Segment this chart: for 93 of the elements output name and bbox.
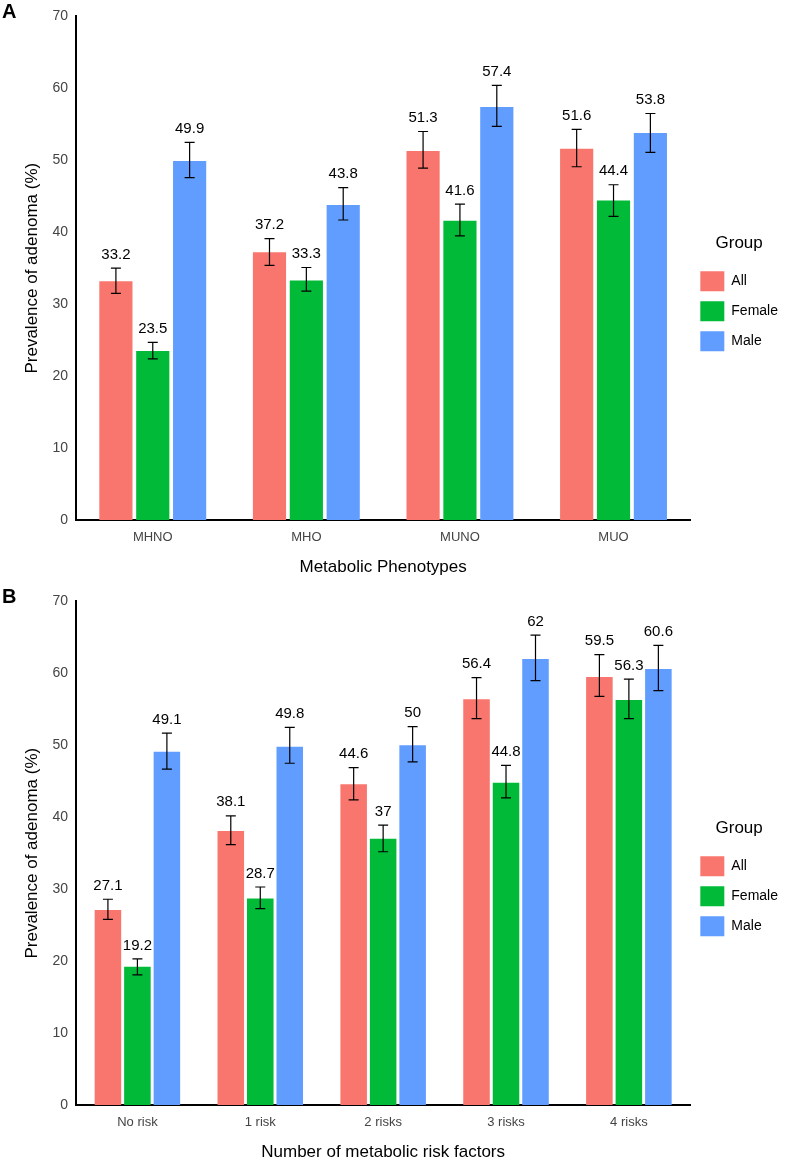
bar	[596, 200, 631, 520]
bar	[586, 676, 613, 1105]
data-label: 62	[527, 611, 544, 629]
y-tick-label: 70	[52, 7, 69, 24]
data-label: 37	[374, 801, 392, 819]
bar	[443, 220, 477, 520]
data-label: 19.2	[122, 935, 153, 953]
y-tick-label: 0	[60, 1095, 69, 1112]
y-tick-label: 30	[52, 880, 69, 897]
data-label: 59.5	[584, 631, 614, 649]
data-label: 33.2	[101, 244, 131, 262]
y-tick-label: 60	[52, 664, 69, 681]
bar	[492, 782, 520, 1105]
bar	[615, 699, 643, 1105]
data-label: 51.6	[562, 105, 592, 123]
bar	[217, 830, 245, 1105]
bar	[136, 350, 170, 520]
y-tick-label: 60	[52, 79, 69, 96]
data-label: 41.6	[445, 180, 475, 198]
y-tick-label: 10	[52, 1023, 69, 1040]
y-tick-label: 20	[52, 366, 69, 383]
bar	[289, 280, 323, 520]
x-tick-label: 3 risks	[487, 1114, 526, 1130]
y-tick-label: 40	[52, 223, 69, 240]
x-tick-label: MHNO	[132, 529, 173, 545]
bar	[522, 658, 549, 1105]
bar	[276, 746, 304, 1105]
y-tick-label: 0	[60, 510, 69, 527]
bar	[252, 252, 287, 520]
x-axis-title: Metabolic Phenotypes	[299, 557, 467, 577]
y-tick-label: 50	[52, 151, 69, 168]
y-tick-label: 50	[52, 736, 69, 753]
data-label: 57.4	[482, 62, 512, 80]
bar	[480, 107, 514, 520]
x-tick-label: 2 risks	[364, 1114, 403, 1130]
data-label: 49.1	[152, 709, 182, 727]
bar	[633, 132, 667, 520]
data-label: 37.2	[254, 215, 285, 233]
y-axis-title: Prevalence of adenoma (%)	[21, 162, 41, 374]
legend-label: All	[731, 857, 747, 874]
bar	[645, 669, 672, 1105]
bar	[463, 699, 490, 1105]
bar	[173, 161, 207, 520]
x-tick-label: MHO	[291, 529, 322, 545]
data-label: 49.8	[275, 703, 305, 721]
y-tick-label: 10	[52, 438, 69, 455]
bar	[399, 745, 426, 1105]
legend-label: Male	[731, 917, 762, 934]
data-label: 53.8	[635, 90, 665, 108]
y-tick-label: 20	[52, 951, 69, 968]
x-tick-label: 1 risk	[244, 1114, 277, 1130]
data-label: 50	[404, 703, 421, 721]
y-tick-label: 30	[52, 295, 69, 312]
data-label: 44.8	[491, 742, 521, 760]
legend-title: Group	[715, 817, 763, 837]
bar	[153, 751, 181, 1105]
data-label: 27.1	[93, 875, 123, 893]
legend-label: All	[731, 272, 747, 289]
legend-label: Male	[731, 332, 762, 349]
data-label: 56.4	[461, 654, 492, 672]
y-tick-label: 40	[52, 808, 69, 825]
data-label: 33.3	[291, 244, 321, 262]
bar	[94, 910, 122, 1105]
bar	[247, 898, 274, 1105]
data-label: 44.4	[598, 161, 629, 179]
bar	[340, 784, 367, 1105]
data-label: 28.7	[245, 863, 275, 881]
x-axis-title: Number of metabolic risk factors	[261, 1142, 506, 1162]
y-tick-label: 70	[52, 592, 69, 609]
bar	[369, 838, 397, 1105]
data-label: 51.3	[408, 108, 438, 126]
bar	[406, 150, 440, 520]
chart-title: A	[2, 0, 17, 23]
data-label: 49.9	[175, 118, 205, 136]
y-axis-title: Prevalence of adenoma (%)	[21, 747, 41, 959]
x-tick-label: No risk	[117, 1114, 159, 1130]
legend-label: Female	[731, 887, 779, 904]
x-tick-label: MUNO	[440, 529, 480, 545]
data-label: 56.3	[614, 655, 644, 673]
bar	[326, 204, 360, 520]
data-label: 38.1	[216, 792, 246, 810]
data-label: 60.6	[643, 621, 673, 639]
x-tick-label: MUO	[598, 529, 629, 545]
x-tick-label: 4 risks	[610, 1114, 649, 1130]
bar	[124, 966, 151, 1105]
bar	[99, 281, 133, 520]
bar	[560, 148, 594, 520]
chart-title: B	[2, 585, 17, 608]
data-label: 23.5	[138, 318, 168, 336]
legend-title: Group	[715, 232, 763, 252]
data-label: 43.8	[328, 164, 358, 182]
data-label: 44.6	[339, 744, 369, 762]
legend-label: Female	[731, 302, 779, 319]
